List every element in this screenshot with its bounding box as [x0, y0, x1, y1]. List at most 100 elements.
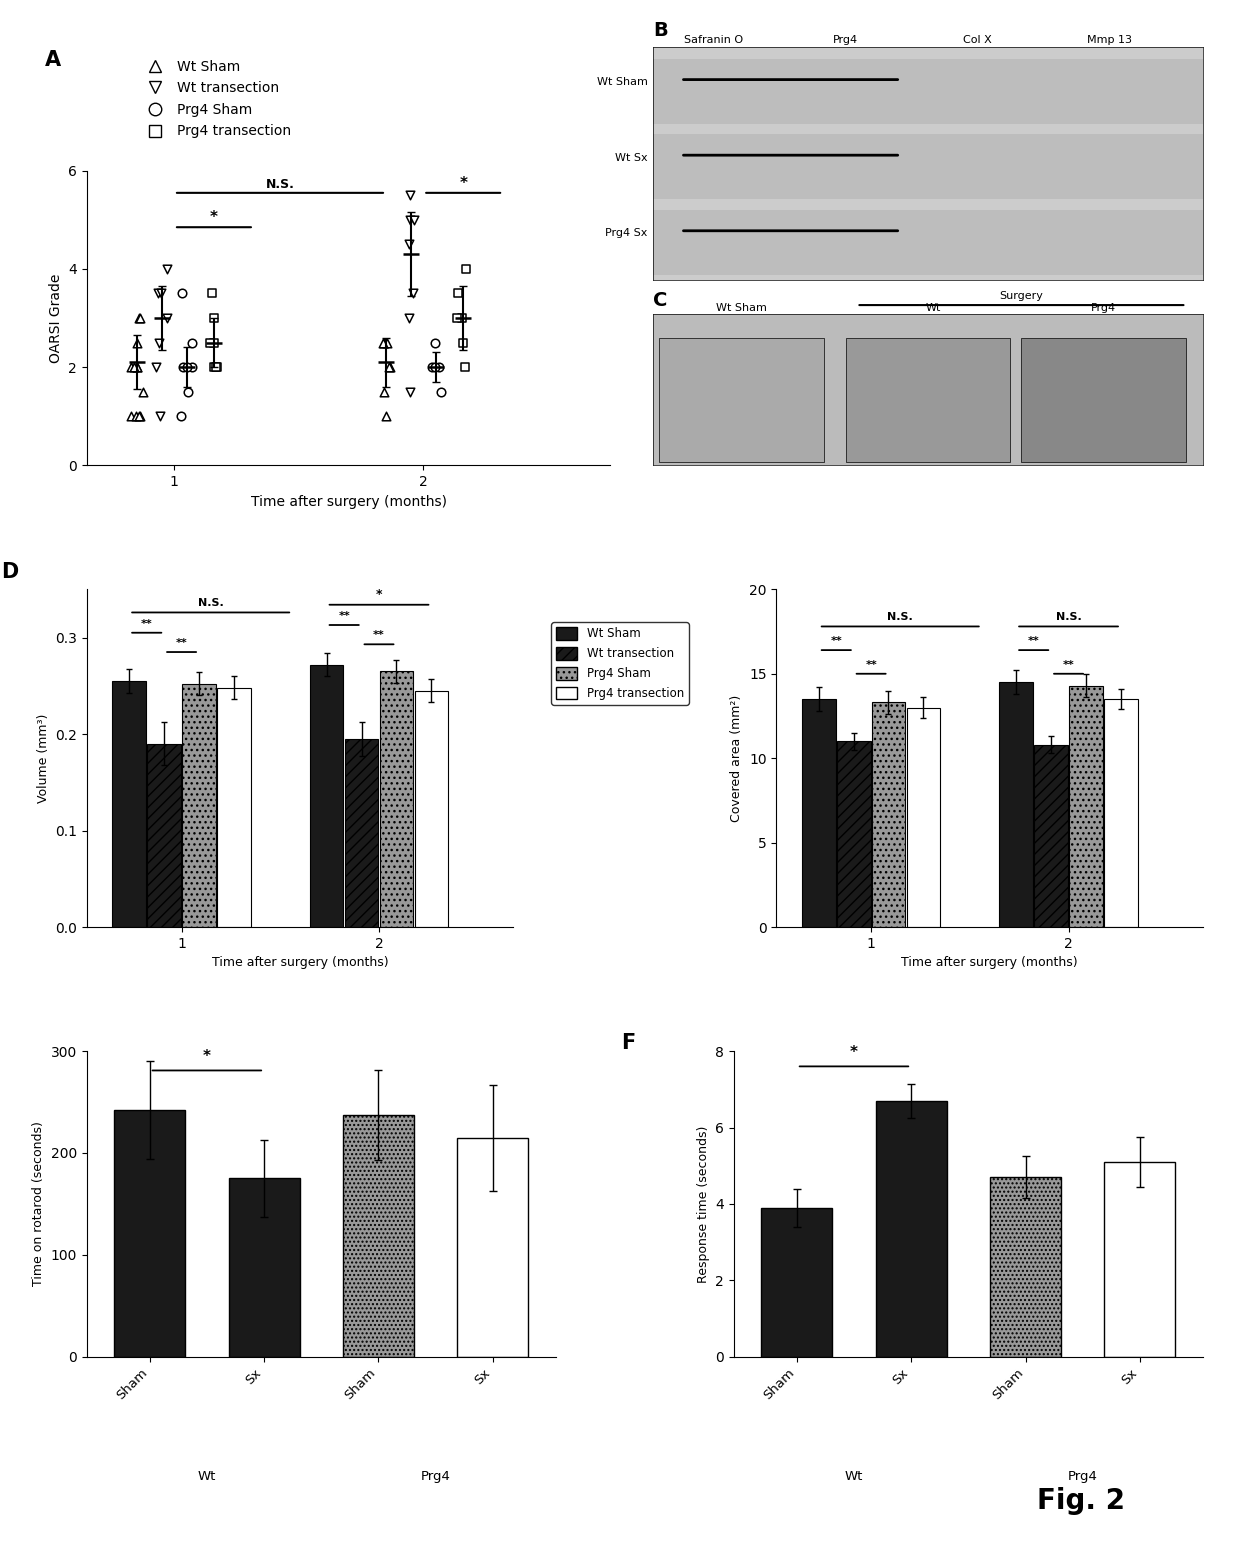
Point — [130, 403, 150, 428]
Bar — [658, 339, 823, 463]
Point — [129, 403, 149, 428]
Point — [151, 281, 171, 306]
Text: Wt Sham: Wt Sham — [596, 77, 647, 86]
Y-axis label: Time on rotarod (seconds): Time on rotarod (seconds) — [32, 1121, 45, 1286]
Text: **: ** — [176, 638, 187, 648]
Bar — [1034, 745, 1068, 927]
Point — [206, 354, 226, 379]
Text: Wt: Wt — [197, 1469, 216, 1483]
Text: Surgery: Surgery — [999, 290, 1043, 301]
Point — [453, 306, 472, 331]
Point — [373, 329, 393, 354]
Text: Wt: Wt — [926, 303, 941, 312]
Text: Wt: Wt — [844, 1469, 863, 1483]
Point — [156, 306, 176, 331]
Bar — [761, 1207, 832, 1356]
Point — [429, 354, 449, 379]
Point — [122, 403, 141, 428]
X-axis label: Time after surgery (months): Time after surgery (months) — [212, 956, 388, 969]
Point — [404, 207, 424, 232]
Bar — [217, 688, 250, 927]
Point — [455, 354, 475, 379]
Point — [128, 354, 148, 379]
Point — [148, 281, 167, 306]
Point — [379, 354, 399, 379]
Text: Prg4: Prg4 — [420, 1469, 450, 1483]
Point — [177, 379, 197, 405]
Bar — [802, 699, 836, 927]
Point — [203, 329, 223, 354]
Point — [381, 354, 401, 379]
Text: *: * — [849, 1046, 858, 1060]
Point — [377, 329, 397, 354]
Point — [146, 354, 166, 379]
Point — [399, 183, 419, 209]
Text: Prg4 Sx: Prg4 Sx — [605, 227, 647, 238]
Bar — [1104, 699, 1137, 927]
Point — [122, 354, 141, 379]
Point — [401, 379, 420, 405]
Text: N.S.: N.S. — [1055, 613, 1081, 622]
Point — [399, 232, 419, 257]
X-axis label: Time after surgery (months): Time after surgery (months) — [901, 956, 1078, 969]
Point — [448, 281, 467, 306]
Text: Wt Sham: Wt Sham — [715, 303, 766, 312]
Point — [126, 354, 146, 379]
Bar — [228, 1179, 300, 1356]
Point — [172, 281, 192, 306]
Point — [425, 354, 445, 379]
Text: N.S.: N.S. — [265, 177, 294, 191]
Point — [149, 329, 169, 354]
Text: **: ** — [866, 660, 877, 670]
Point — [182, 329, 202, 354]
Bar — [148, 743, 181, 927]
Text: Prg4: Prg4 — [1068, 1469, 1097, 1483]
Bar — [653, 210, 1203, 274]
Text: **: ** — [1028, 637, 1039, 646]
Text: Prg4: Prg4 — [1091, 303, 1116, 312]
Point — [448, 306, 467, 331]
Point — [129, 306, 149, 331]
Point — [171, 403, 191, 428]
Point — [174, 354, 193, 379]
Text: Safranin O: Safranin O — [684, 34, 743, 45]
Bar — [414, 690, 448, 927]
Text: **: ** — [141, 619, 153, 629]
Bar — [653, 135, 1203, 199]
Point — [403, 281, 423, 306]
Bar — [1105, 1162, 1176, 1356]
Point — [425, 329, 445, 354]
X-axis label: Time after surgery (months): Time after surgery (months) — [250, 494, 446, 508]
Text: **: ** — [1063, 660, 1074, 670]
Bar — [458, 1138, 528, 1356]
Bar — [182, 684, 216, 927]
Point — [205, 354, 224, 379]
Bar — [114, 1110, 185, 1356]
Bar — [1069, 685, 1102, 927]
Bar — [906, 707, 940, 927]
Point — [126, 329, 146, 354]
Point — [126, 403, 146, 428]
Point — [157, 257, 177, 282]
Text: **: ** — [373, 630, 384, 640]
Bar — [875, 1101, 946, 1356]
Bar — [872, 702, 905, 927]
Text: *: * — [376, 588, 382, 601]
Point — [422, 354, 441, 379]
Text: Mmp 13: Mmp 13 — [1087, 34, 1132, 45]
Point — [401, 207, 420, 232]
Point — [207, 354, 227, 379]
Text: Fig. 2: Fig. 2 — [1037, 1486, 1125, 1515]
Text: D: D — [1, 563, 19, 582]
Y-axis label: Response time (seconds): Response time (seconds) — [697, 1126, 709, 1283]
Point — [432, 379, 451, 405]
Bar — [837, 742, 870, 927]
Point — [202, 281, 222, 306]
Text: Prg4: Prg4 — [833, 34, 858, 45]
Bar — [343, 1115, 414, 1356]
Point — [133, 379, 153, 405]
Legend: Wt Sham, Wt transection, Prg4 Sham, Prg4 transection: Wt Sham, Wt transection, Prg4 Sham, Prg4… — [135, 53, 296, 144]
Bar — [1022, 339, 1187, 463]
Point — [150, 403, 170, 428]
Text: *: * — [203, 1049, 211, 1065]
